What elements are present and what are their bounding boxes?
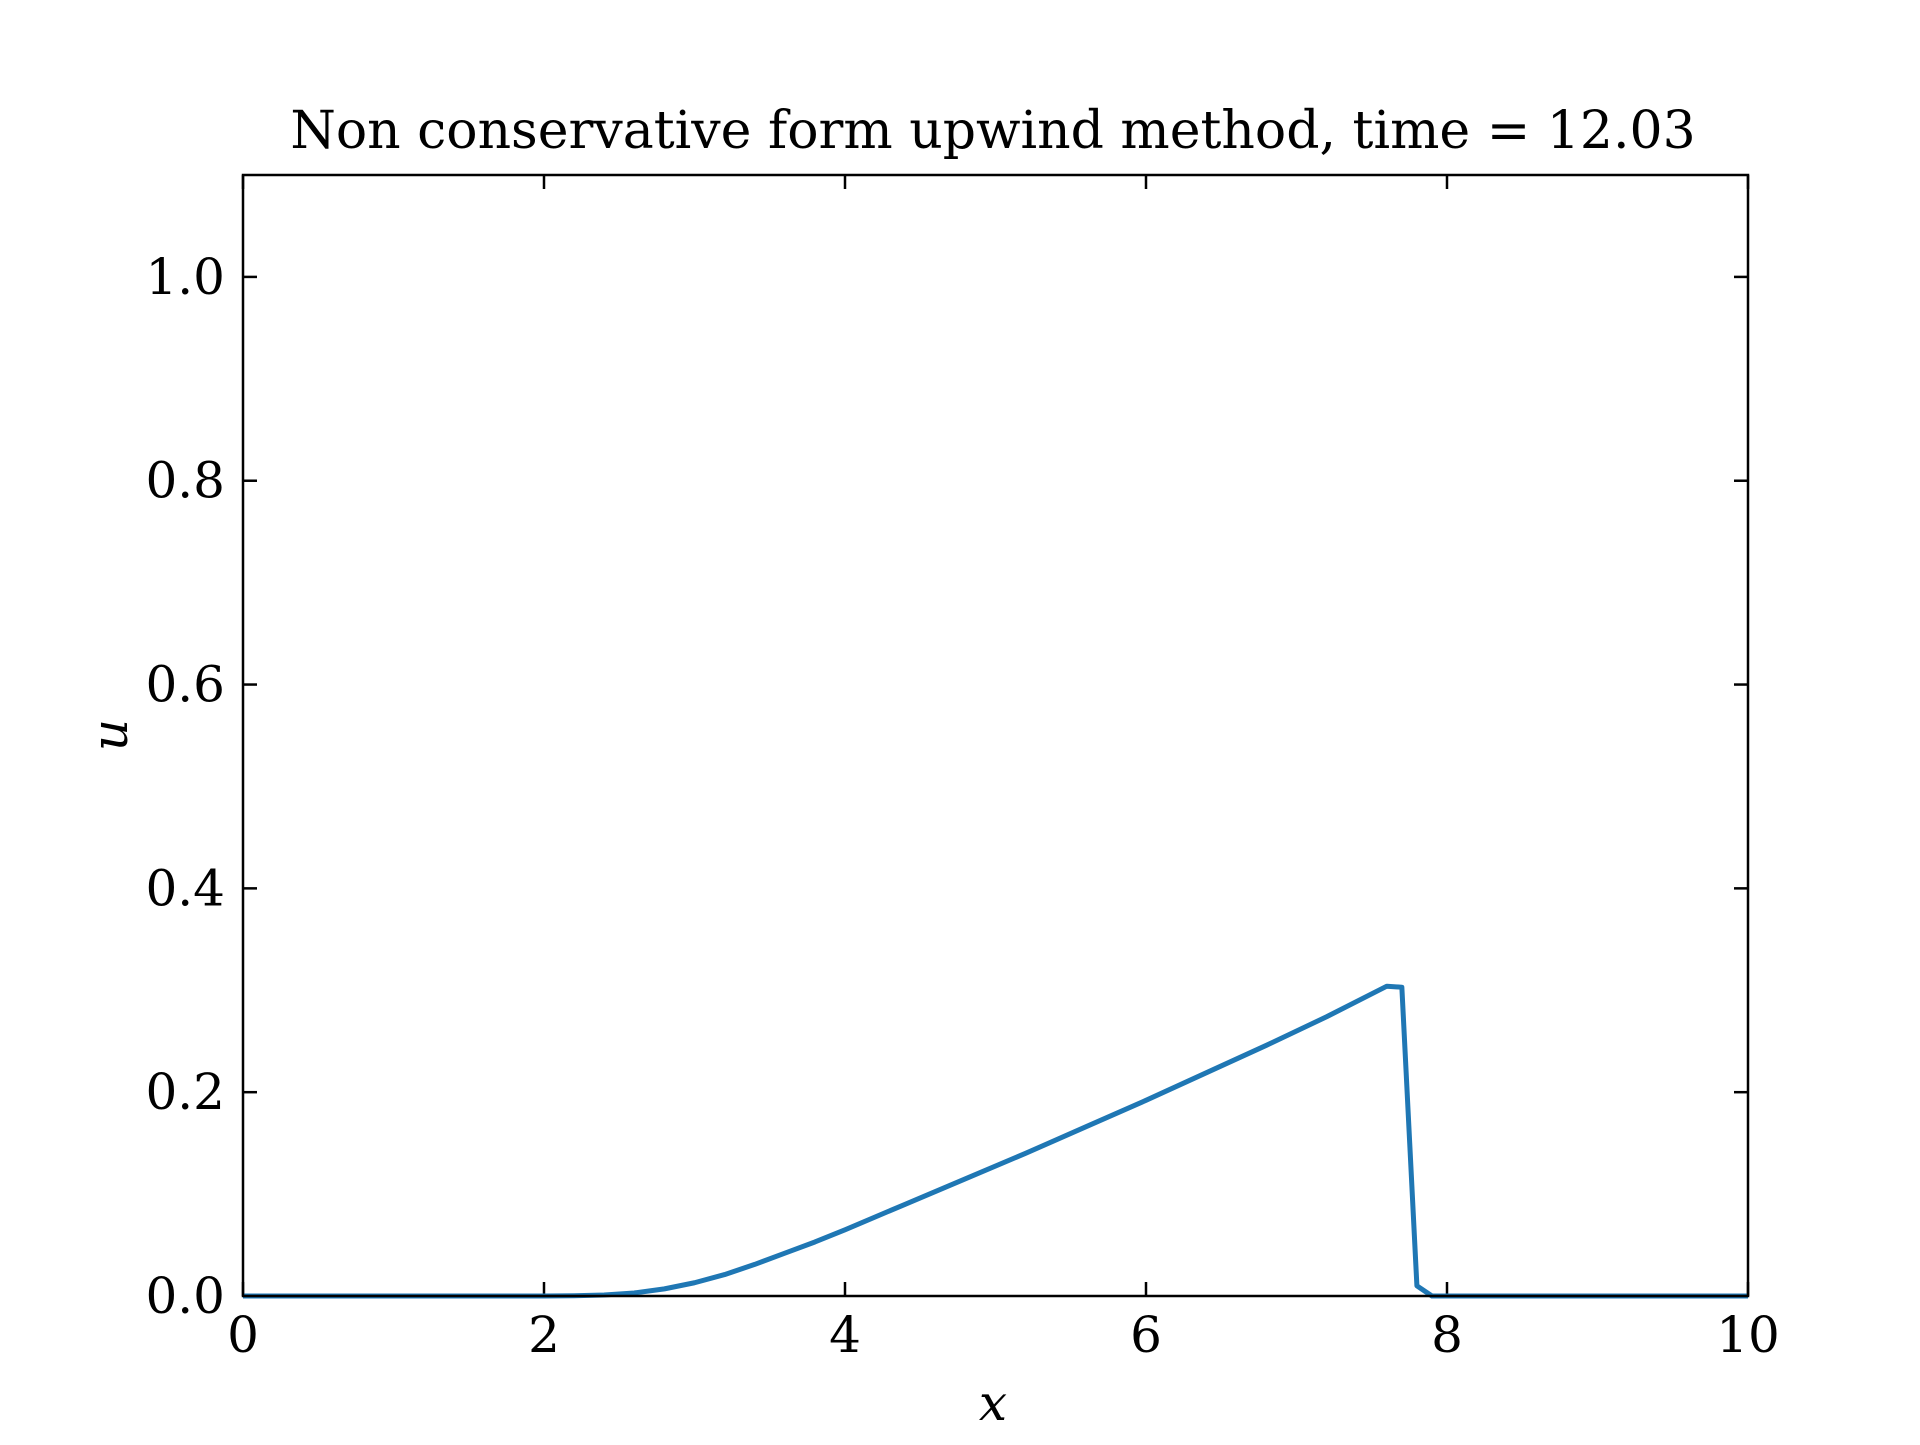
x-tick-label: 0 bbox=[227, 1306, 259, 1364]
plot-frame bbox=[241, 173, 1750, 1298]
chart-title: Non conservative form upwind method, tim… bbox=[290, 101, 1695, 161]
y-tick-label: 0.0 bbox=[145, 1267, 225, 1325]
x-axis-title: x bbox=[979, 1374, 1007, 1432]
ticks-layer: 0 2 4 6 8 10 0.0 0.2 0.4 0.6 0.8 1.0 bbox=[145, 175, 1780, 1364]
y-tick-label: 1.0 bbox=[145, 248, 225, 306]
y-tick-label: 0.8 bbox=[145, 452, 225, 510]
x-tick-label: 10 bbox=[1716, 1306, 1780, 1364]
series-layer bbox=[243, 983, 1748, 1299]
x-tick-label: 8 bbox=[1431, 1306, 1463, 1364]
y-tick-label: 0.6 bbox=[145, 656, 225, 714]
y-tick-label: 0.4 bbox=[145, 859, 225, 917]
x-tick-label: 2 bbox=[528, 1306, 560, 1364]
y-tick-label: 0.2 bbox=[145, 1063, 225, 1121]
series-line bbox=[243, 983, 1748, 1299]
x-tick-label: 4 bbox=[829, 1306, 861, 1364]
x-tick-label: 6 bbox=[1130, 1306, 1162, 1364]
y-axis-title: u bbox=[81, 719, 139, 751]
